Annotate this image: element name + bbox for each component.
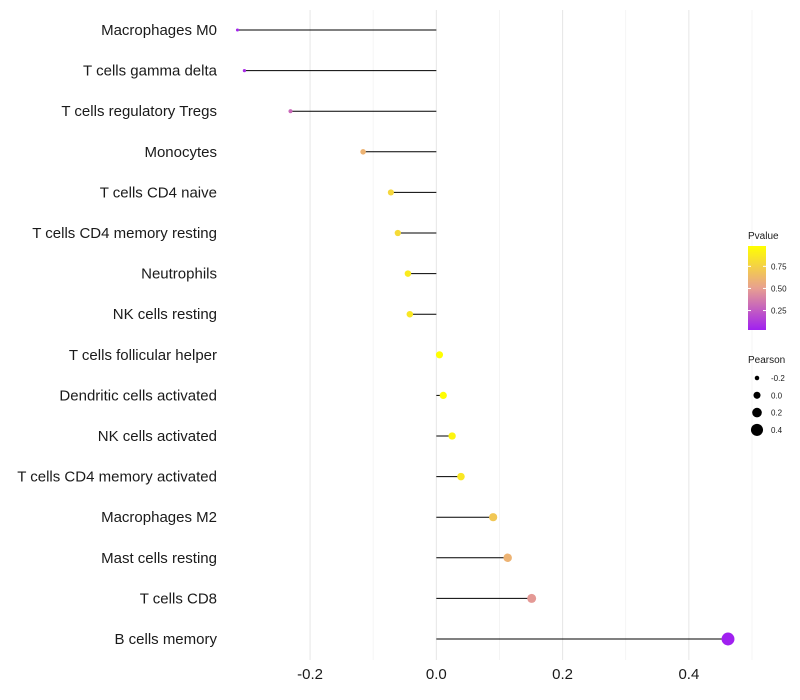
lollipop-point	[242, 68, 247, 73]
lollipop-point	[288, 109, 293, 114]
category-label: Macrophages M0	[101, 22, 217, 39]
category-label: Dendritic cells activated	[59, 387, 217, 404]
lollipop-point	[527, 593, 537, 603]
x-axis-ticks: -0.2 0.0 0.2 0.4	[297, 666, 699, 683]
lollipop-point	[503, 553, 512, 563]
lollipop-point	[457, 472, 465, 481]
x-tick-label: 0.0	[426, 666, 447, 683]
category-label: Neutrophils	[141, 266, 217, 283]
size-legend-point	[753, 391, 761, 399]
size-legend-point	[750, 423, 764, 436]
colorbar-tick-label: 0.25	[771, 307, 787, 316]
category-label: T cells follicular helper	[69, 347, 217, 364]
pearson-legend: Pearson -0.2 0.0 0.2 0.4	[748, 355, 785, 436]
category-label: Mast cells resting	[101, 550, 217, 567]
grid	[309, 10, 753, 660]
y-axis-labels: Macrophages M0 T cells gamma delta T cells…	[17, 22, 217, 648]
lollipop-point	[404, 270, 412, 277]
lollipop-point	[721, 632, 735, 646]
pvalue-legend: Pvalue 0.25 0.50 0.75	[748, 231, 787, 330]
size-legend-label: 0.0	[771, 391, 783, 400]
category-label: T cells CD4 memory resting	[32, 225, 217, 242]
lollipop-point	[360, 149, 366, 155]
lollipop-point	[387, 189, 394, 196]
x-tick-label: 0.2	[552, 666, 573, 683]
category-label: Macrophages M2	[101, 509, 217, 526]
lollipop-point	[394, 229, 401, 237]
lollipop-point	[235, 28, 240, 32]
lollipop-points	[235, 28, 735, 646]
lollipop-point	[435, 351, 444, 359]
pvalue-colorbar	[748, 246, 766, 330]
category-label: T cells CD8	[140, 590, 217, 607]
category-label: T cells CD4 memory activated	[17, 469, 217, 486]
lollipop-point	[406, 310, 414, 318]
size-legend-point	[754, 375, 760, 381]
pvalue-legend-title: Pvalue	[748, 231, 779, 242]
colorbar-tick-label: 0.75	[771, 262, 787, 271]
category-label: Monocytes	[144, 144, 217, 161]
size-legend-label: 0.2	[771, 409, 783, 418]
pearson-legend-title: Pearson	[748, 355, 785, 366]
category-label: NK cells resting	[113, 306, 217, 323]
lollipop-point	[439, 391, 447, 399]
colorbar-tick-label: 0.50	[771, 284, 787, 293]
category-label: NK cells activated	[98, 428, 217, 445]
category-label: T cells gamma delta	[83, 63, 218, 80]
size-legend-label: 0.4	[771, 426, 783, 435]
category-label: B cells memory	[114, 631, 217, 648]
lollipop-stems	[237, 29, 729, 640]
size-legend-point	[752, 407, 762, 418]
x-tick-label: -0.2	[297, 666, 323, 683]
lollipop-point	[489, 513, 498, 522]
lollipop-point	[448, 432, 456, 440]
category-label: T cells CD4 naive	[100, 184, 217, 201]
category-label: T cells regulatory Tregs	[61, 103, 217, 120]
size-legend-label: -0.2	[771, 374, 785, 383]
x-tick-label: 0.4	[678, 666, 699, 683]
